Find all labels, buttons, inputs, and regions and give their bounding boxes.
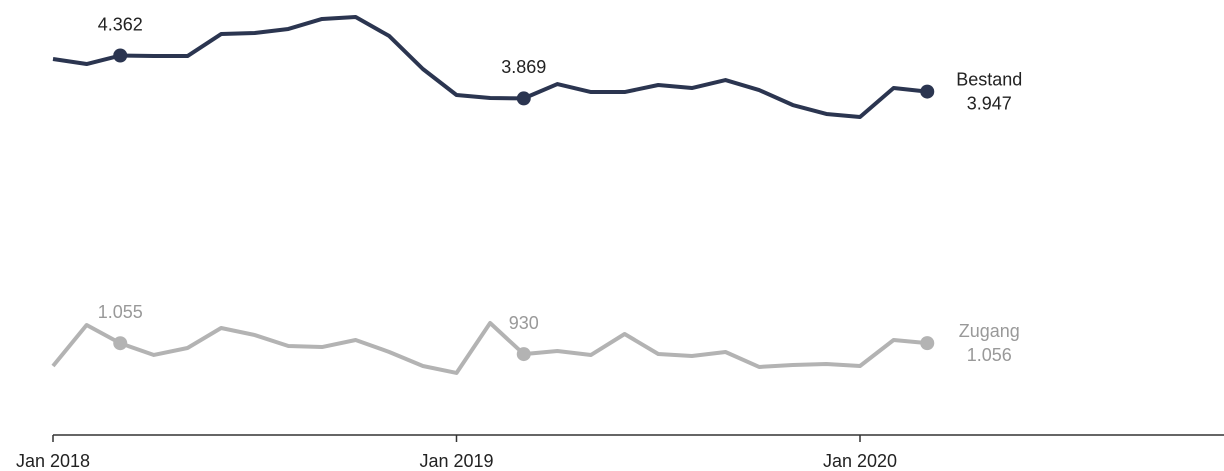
point (920, 336, 935, 351)
x-tick-label: Jan 2018 (16, 451, 90, 471)
point (113, 336, 128, 351)
value-label: 3.869 (501, 57, 546, 77)
point (113, 48, 128, 63)
point (516, 347, 531, 362)
value-label: 1.055 (98, 302, 143, 322)
line-series (51, 321, 928, 375)
point (920, 84, 935, 99)
value-label: 1.056 (967, 345, 1012, 365)
point (516, 91, 531, 106)
x-tick-label: Jan 2020 (823, 451, 897, 471)
legend-label: Zugang (959, 321, 1020, 341)
value-label: 3.947 (967, 93, 1012, 113)
x-tick-label: Jan 2019 (419, 451, 493, 471)
legend-label: Bestand (956, 69, 1022, 89)
value-label: 4.362 (98, 14, 143, 34)
line-series (52, 15, 928, 120)
value-label: 930 (509, 313, 539, 333)
